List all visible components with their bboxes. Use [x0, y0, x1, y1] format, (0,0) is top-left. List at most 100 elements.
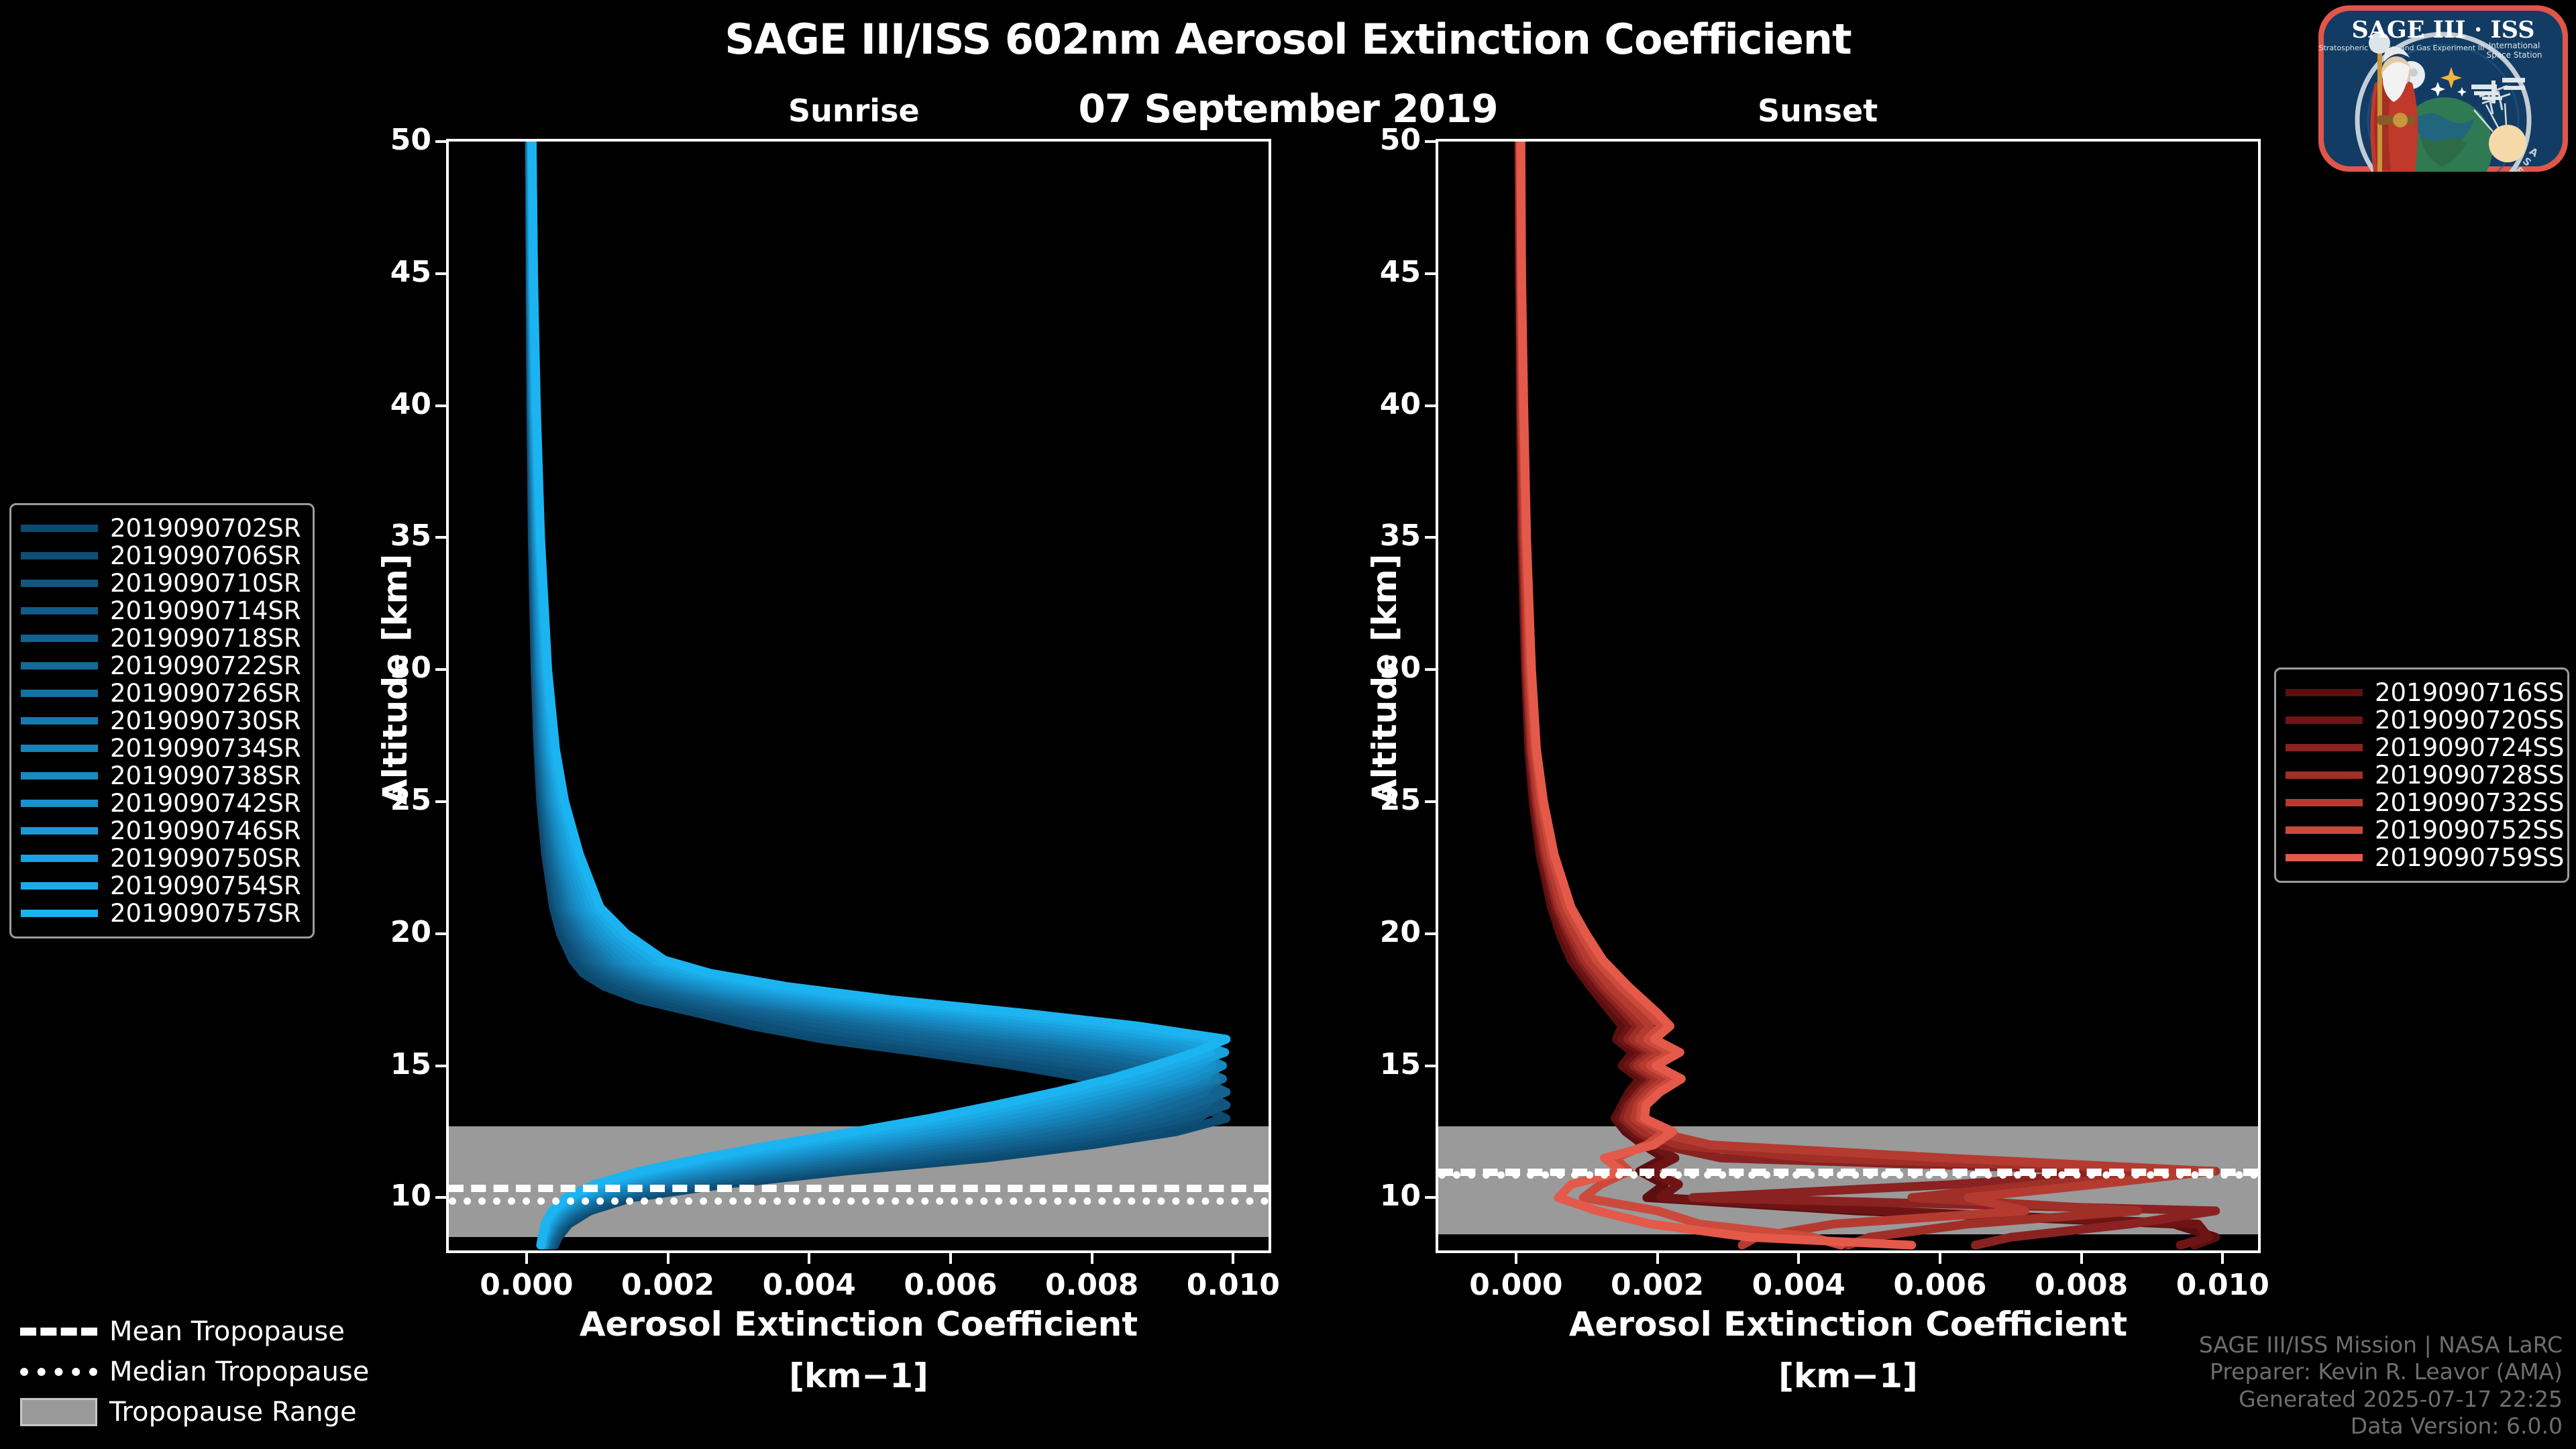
legend-tropopause[interactable]: Mean Tropopause Median Tropopause Tropopau… — [20, 1311, 369, 1432]
legend-sunset[interactable]: 2019090716SS 2019090720SS 2019090724SS 2019… — [2274, 667, 2569, 883]
yaxis-title-sunset: Altitude [km] — [1365, 553, 1404, 805]
legend-sunset-item[interactable]: 2019090720SS — [2286, 706, 2564, 735]
series-line — [1516, 142, 1917, 1250]
series-line — [1515, 142, 2216, 1250]
legend-sunset-label: 2019090732SS — [2375, 788, 2565, 817]
ytick-mark-sunset-25 — [1425, 800, 1436, 803]
legend-sunrise-swatch — [21, 607, 98, 614]
xtick-mark-sunrise-0_002 — [666, 1253, 669, 1264]
ytick-label-sunset-35: 35 — [1379, 519, 1421, 553]
logo-title: SAGE III · ISS — [2351, 16, 2534, 44]
sage-iii-iss-mission-patch-logo: B A L L E S A SAGE III · ISS Stratospher… — [2318, 5, 2568, 174]
page-title: SAGE III/ISS 602nm Aerosol Extinction Co… — [724, 15, 1851, 64]
legend-sunset-item[interactable]: 2019090728SS — [2286, 761, 2564, 790]
svg-text:E: E — [2512, 164, 2526, 174]
credit-line-preparer: Preparer: Kevin R. Leavor (AMA) — [2210, 1358, 2563, 1385]
xtick-mark-sunrise-0_010 — [1232, 1253, 1235, 1264]
legend-sunset-label: 2019090724SS — [2375, 733, 2565, 762]
legend-sunrise-item[interactable]: 2019090730SR — [21, 706, 301, 735]
logo-subtitle-right-1: International — [2489, 41, 2540, 50]
panel-label-sunrise: Sunrise — [788, 93, 920, 129]
xtick-mark-sunrise-0_004 — [808, 1253, 811, 1264]
legend-sunrise-swatch — [21, 855, 98, 862]
ytick-label-sunset-25: 25 — [1379, 782, 1421, 817]
legend-sunrise-swatch — [21, 910, 98, 917]
legend-sunrise-label: 2019090730SR — [110, 706, 301, 735]
legend-sunrise-label: 2019090746SR — [110, 816, 301, 845]
ytick-mark-sunrise-35 — [435, 536, 446, 539]
legend-sunrise-item[interactable]: 2019090742SR — [21, 789, 301, 818]
legend-sunrise-item[interactable]: 2019090746SR — [21, 816, 301, 845]
legend-sunset-item[interactable]: 2019090716SS — [2286, 678, 2564, 707]
legend-sunset-item[interactable]: 2019090724SS — [2286, 733, 2564, 762]
ytick-label-sunrise-25: 25 — [390, 782, 431, 817]
xtick-mark-sunset-0_004 — [1797, 1253, 1801, 1264]
ytick-mark-sunrise-10 — [435, 1196, 446, 1199]
xtick-mark-sunset-0_008 — [2080, 1253, 2083, 1264]
legend-sunrise-swatch — [21, 552, 98, 559]
credit-line-dataversion: Data Version: 6.0.0 — [2350, 1412, 2563, 1439]
legend-sunset-item[interactable]: 2019090732SS — [2286, 788, 2564, 817]
legend-sunrise-swatch — [21, 717, 98, 724]
xtick-mark-sunset-0_006 — [1938, 1253, 1941, 1264]
legend-sunset-label: 2019090752SS — [2375, 816, 2565, 845]
ytick-mark-sunset-50 — [1425, 140, 1436, 143]
legend-sunrise-item[interactable]: 2019090714SR — [21, 596, 301, 625]
ytick-mark-sunset-30 — [1425, 668, 1436, 672]
ytick-label-sunset-45: 45 — [1379, 254, 1421, 289]
ytick-mark-sunset-15 — [1425, 1064, 1436, 1067]
ytick-mark-sunrise-45 — [435, 272, 446, 275]
legend-sunrise-item[interactable]: 2019090706SR — [21, 541, 301, 570]
legend-sunset-item[interactable]: 2019090759SS — [2286, 843, 2564, 872]
credit-line-mission: SAGE III/ISS Mission | NASA LaRC — [2198, 1332, 2563, 1358]
legend-sunrise-item[interactable]: 2019090734SR — [21, 734, 301, 763]
legend-sunrise-swatch — [21, 800, 98, 807]
xtick-label-sunset-0_010: 0.010 — [2176, 1268, 2269, 1302]
legend-sunrise-item[interactable]: 2019090718SR — [21, 624, 301, 653]
legend-sunset-item[interactable]: 2019090752SS — [2286, 816, 2564, 845]
legend-sunset-label: 2019090728SS — [2375, 761, 2565, 790]
legend-sunset-label: 2019090716SS — [2375, 678, 2565, 707]
legend-sunset-swatch — [2286, 744, 2363, 751]
credit-line-generated: Generated 2025-07-17 22:25 — [2239, 1385, 2563, 1412]
legend-sunrise-label: 2019090722SR — [110, 651, 301, 680]
legend-sunrise-swatch — [21, 882, 98, 890]
legend-sunrise-label: 2019090714SR — [110, 596, 301, 625]
xtick-mark-sunrise-0_008 — [1090, 1253, 1093, 1264]
legend-sunrise-item[interactable]: 2019090754SR — [21, 871, 301, 900]
legend-tropopause-item[interactable]: Mean Tropopause — [20, 1311, 345, 1352]
legend-sunset-swatch — [2286, 854, 2363, 861]
ytick-label-sunrise-50: 50 — [390, 123, 431, 157]
legend-sunrise-swatch — [21, 662, 98, 669]
ytick-label-sunset-30: 30 — [1379, 651, 1421, 686]
ytick-mark-sunset-45 — [1425, 272, 1436, 275]
xtick-mark-sunrise-0_000 — [525, 1253, 528, 1264]
legend-sunset-swatch — [2286, 771, 2363, 779]
ytick-label-sunrise-20: 20 — [390, 914, 431, 949]
legend-sunrise-item[interactable]: 2019090757SR — [21, 899, 301, 928]
legend-tropopause-item[interactable]: Median Tropopause — [20, 1352, 369, 1392]
xtick-label-sunrise-0_006: 0.006 — [904, 1268, 998, 1302]
legend-sunrise-label: 2019090754SR — [110, 871, 301, 900]
median-tropopause-line-sunset — [1438, 1171, 2258, 1179]
legend-tropopause-label: Tropopause Range — [109, 1397, 357, 1428]
legend-sunset-swatch — [2286, 716, 2363, 724]
legend-sunrise-item[interactable]: 2019090710SR — [21, 569, 301, 598]
legend-sunrise-item[interactable]: 2019090750SR — [21, 844, 301, 873]
legend-sunrise[interactable]: 2019090702SR 2019090706SR 2019090710SR 2019… — [9, 503, 315, 938]
ytick-mark-sunrise-30 — [435, 668, 446, 672]
xaxis-units-sunset: [km−1] — [1778, 1356, 1918, 1395]
legend-tropopause-swatch — [20, 1328, 97, 1336]
curves-sunrise — [525, 142, 1231, 1250]
legend-sunrise-label: 2019090718SR — [110, 624, 301, 653]
ytick-mark-sunset-40 — [1425, 404, 1436, 407]
plot-area-sunset — [1436, 139, 2261, 1253]
ytick-label-sunset-20: 20 — [1379, 914, 1421, 949]
xaxis-units-sunrise: [km−1] — [789, 1356, 928, 1395]
legend-sunrise-item[interactable]: 2019090726SR — [21, 679, 301, 708]
legend-sunrise-item[interactable]: 2019090722SR — [21, 651, 301, 680]
legend-sunrise-item[interactable]: 2019090738SR — [21, 761, 301, 790]
ytick-label-sunrise-45: 45 — [390, 254, 431, 289]
legend-sunrise-item[interactable]: 2019090702SR — [21, 514, 301, 543]
legend-tropopause-item[interactable]: Tropopause Range — [20, 1392, 357, 1432]
